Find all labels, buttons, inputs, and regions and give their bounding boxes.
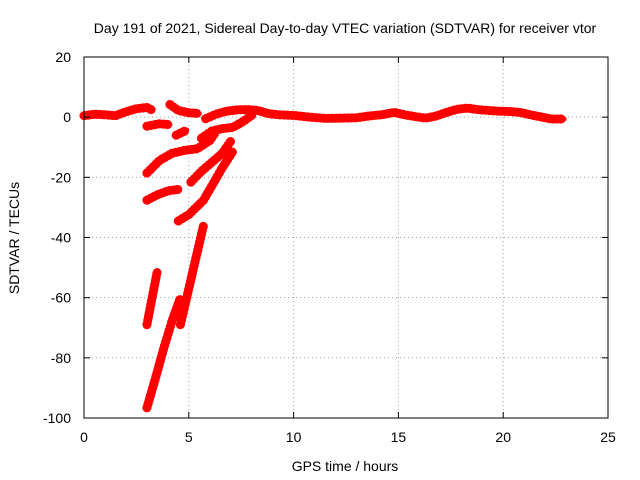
- series-markers-trace-g: [173, 147, 238, 226]
- y-tick-label: -40: [51, 230, 71, 246]
- series-markers-trace-f: [142, 184, 183, 205]
- series-markers-trace-d: [142, 127, 221, 178]
- series-markers-trace-a: [142, 119, 175, 131]
- series-markers-trace-j: [175, 221, 208, 330]
- series-markers-trace-b: [171, 125, 192, 140]
- y-tick-label: -60: [51, 290, 71, 306]
- series-markers-main-trace: [79, 103, 156, 121]
- x-tick-label: 5: [185, 429, 193, 445]
- y-tick-label: 20: [55, 49, 71, 65]
- y-tick-label: -20: [51, 169, 71, 185]
- x-tick-label: 20: [495, 429, 511, 445]
- y-tick-label: -100: [43, 410, 71, 426]
- series-markers-trace-e: [186, 136, 236, 187]
- series-markers-main-trace-3: [201, 103, 569, 124]
- series-layer: [79, 100, 569, 413]
- series-markers-trace-i: [142, 293, 185, 413]
- x-tick-label: 15: [391, 429, 407, 445]
- x-tick-label: 25: [600, 429, 616, 445]
- chart-title: Day 191 of 2021, Sidereal Day-to-day VTE…: [94, 20, 597, 36]
- series-markers-trace-h: [142, 266, 162, 330]
- y-tick-label: 0: [63, 109, 71, 125]
- y-tick-label: -80: [51, 350, 71, 366]
- x-tick-label: 0: [80, 429, 88, 445]
- x-tick-label: 10: [286, 429, 302, 445]
- axis-ticks: 0 5 10 15 20 25 -100 -80 -60 -40 -20 0 20: [43, 49, 616, 445]
- series-markers-main-trace-2: [165, 100, 204, 119]
- y-axis-title: SDTVAR / TECUs: [6, 182, 22, 294]
- x-axis-title: GPS time / hours: [292, 458, 399, 474]
